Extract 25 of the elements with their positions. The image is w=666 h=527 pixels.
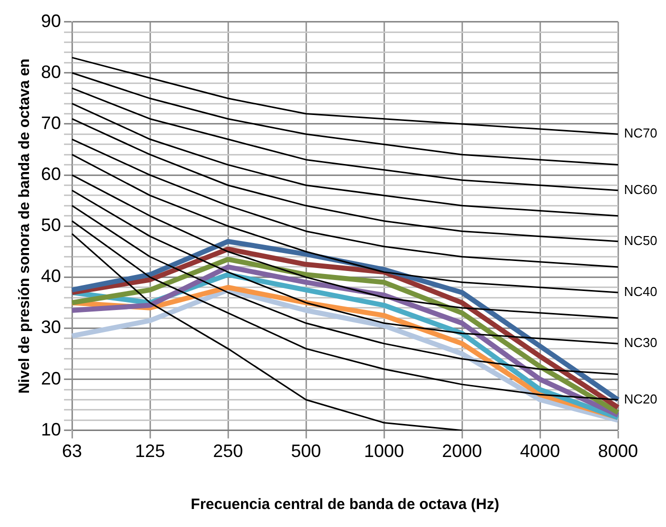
annotation: NC20 (624, 391, 658, 406)
x-tick-label: 4000 (520, 441, 560, 462)
annotation: NC40 (624, 284, 658, 300)
y-tick-label: 40 (40, 266, 62, 286)
x-tick-label: 500 (290, 441, 322, 462)
y-axis-title: Nivel de presión sonora de banda de octava en (16, 58, 34, 394)
x-tick-label: 125 (134, 441, 166, 462)
x-tick-label: 1000 (364, 441, 404, 462)
x-tick-label: 250 (212, 441, 244, 462)
y-tick-label: 30 (40, 317, 62, 338)
x-tick-label: 63 (62, 441, 82, 462)
y-tick-label: 50 (40, 215, 62, 236)
y-tick-label: 90 (40, 10, 62, 31)
y-tick-label: 20 (40, 368, 62, 388)
x-tick-label: 2000 (442, 441, 482, 462)
y-tick-label: 80 (40, 62, 62, 82)
y-tick-label: 60 (40, 164, 62, 184)
annotation: NC60 (624, 182, 658, 197)
annotation: NC50 (624, 233, 658, 248)
annotation: NC70 (624, 126, 658, 141)
annotation: NC30 (624, 335, 658, 350)
x-tick-label: 8000 (598, 441, 638, 462)
y-tick-label: 10 (40, 419, 62, 440)
x-axis-title: Frecuencia central de banda de octava (Hz) (190, 496, 500, 514)
y-tick-label: 70 (40, 112, 62, 133)
